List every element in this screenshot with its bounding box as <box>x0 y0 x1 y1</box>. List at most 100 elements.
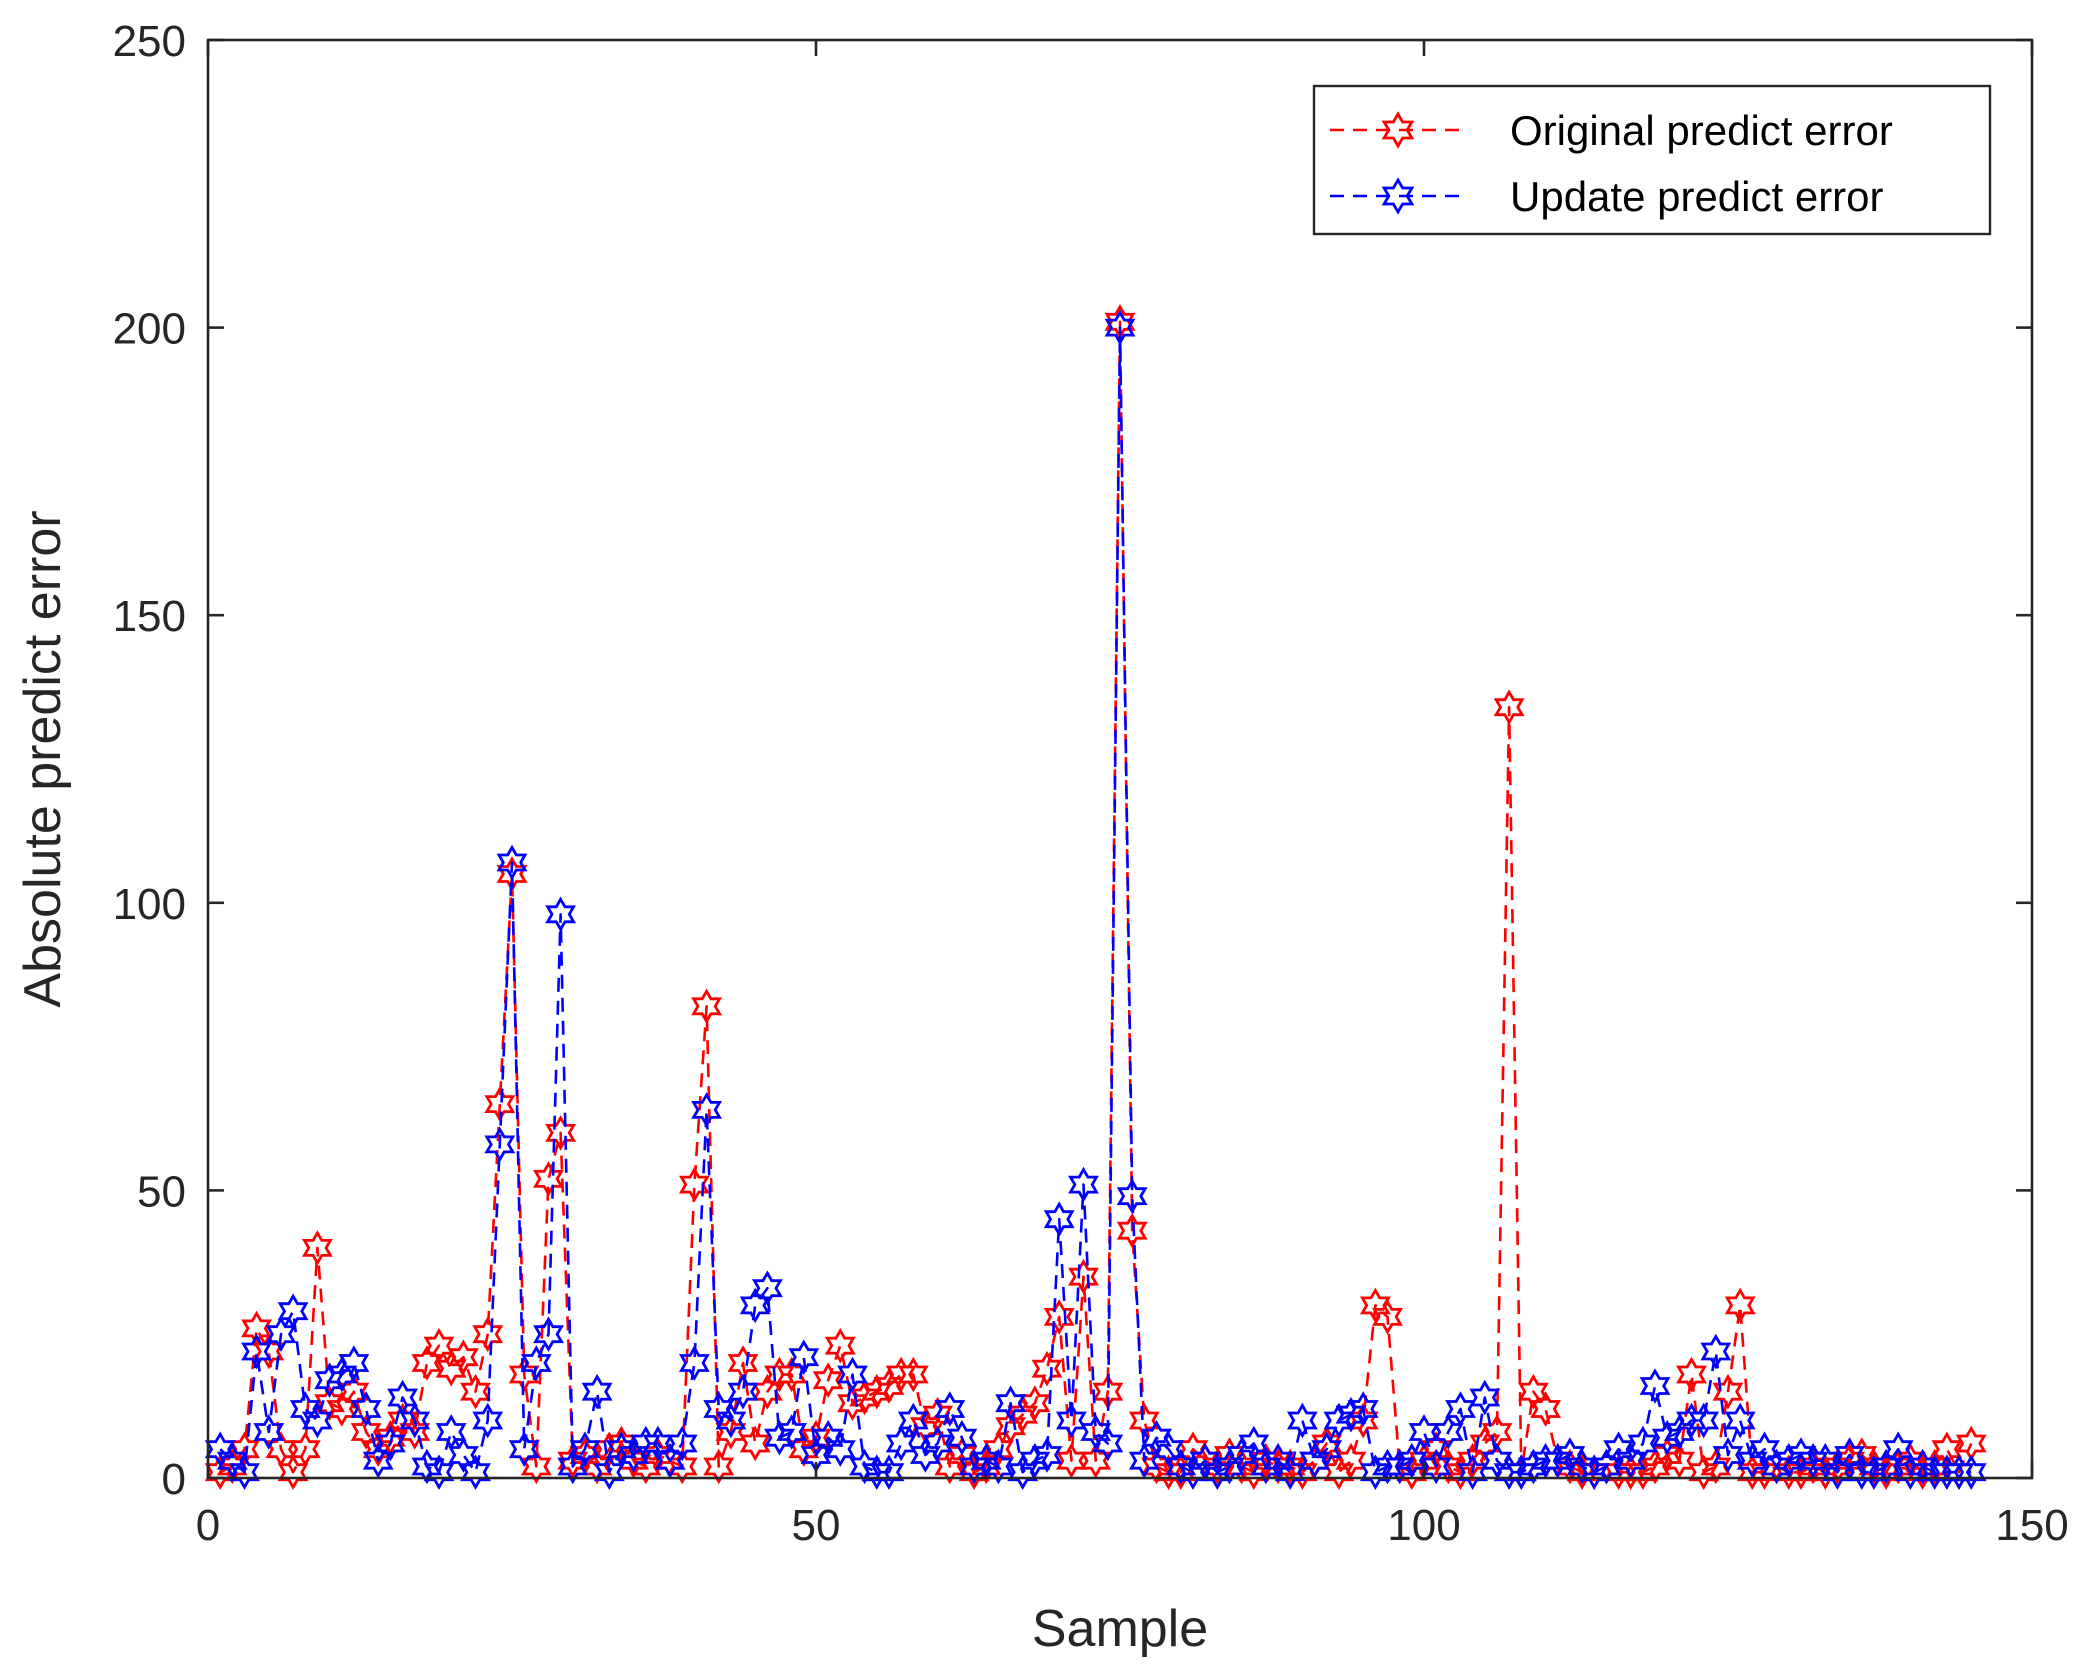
data-point <box>1043 1299 1075 1335</box>
data-point <box>1031 1437 1063 1473</box>
data-point <box>374 1425 406 1462</box>
data-point <box>824 1327 856 1364</box>
data-point <box>1335 1396 1367 1433</box>
data-point <box>1080 1442 1112 1479</box>
y-tick-label: 0 <box>162 1455 186 1504</box>
data-point <box>1153 1431 1185 1467</box>
data-point <box>1724 1287 1756 1324</box>
legend-label: Update predict error <box>1510 173 1884 220</box>
data-point <box>520 1448 552 1485</box>
data-point <box>861 1454 893 1491</box>
data-point <box>897 1402 929 1439</box>
data-point <box>423 1454 455 1490</box>
data-point <box>350 1414 382 1450</box>
x-tick-label: 50 <box>792 1501 841 1550</box>
data-point <box>1250 1448 1282 1485</box>
x-tick-label: 0 <box>196 1501 220 1550</box>
data-point <box>1955 1454 1987 1491</box>
x-tick-label: 150 <box>1995 1501 2068 1550</box>
data-point <box>508 1431 540 1467</box>
data-point <box>1226 1437 1258 1473</box>
data-point <box>314 1362 346 1399</box>
data-point <box>326 1356 358 1393</box>
data-point <box>1420 1448 1452 1485</box>
y-tick-label: 200 <box>113 305 186 354</box>
data-point <box>301 1402 333 1439</box>
data-point <box>411 1345 443 1381</box>
data-point <box>1749 1431 1780 1467</box>
data-point <box>727 1373 759 1410</box>
data-point <box>1372 1299 1403 1335</box>
data-point <box>739 1287 771 1324</box>
x-axis-title: Sample <box>1032 1600 1208 1658</box>
data-point <box>678 1345 710 1381</box>
data-point <box>350 1391 382 1427</box>
data-point <box>751 1270 783 1306</box>
data-point <box>995 1385 1027 1421</box>
data-point <box>1834 1437 1866 1473</box>
data-point <box>1712 1437 1744 1473</box>
legend-marker <box>1381 177 1415 215</box>
data-point <box>362 1442 394 1479</box>
data-point <box>399 1402 431 1439</box>
data-point <box>1092 1425 1124 1462</box>
data-point <box>277 1293 309 1329</box>
axes-box <box>206 38 2034 1480</box>
data-point <box>496 844 528 881</box>
data-point <box>861 1373 893 1410</box>
data-point <box>289 1431 321 1467</box>
data-point <box>253 1414 285 1450</box>
data-point <box>1688 1402 1720 1439</box>
data-point <box>1311 1431 1343 1467</box>
legend-item-2: Update predict error <box>1330 173 1884 220</box>
series-layer <box>204 303 1987 1491</box>
data-point <box>253 1333 285 1370</box>
data-point <box>1943 1454 1975 1490</box>
data-point <box>873 1454 905 1490</box>
data-point <box>1627 1454 1659 1490</box>
data-point <box>1627 1425 1659 1462</box>
data-point <box>1615 1442 1647 1479</box>
data-point <box>788 1339 820 1375</box>
data-point <box>1372 1448 1403 1485</box>
data-point <box>557 1448 589 1485</box>
data-point <box>545 1115 577 1151</box>
data-point <box>934 1391 966 1427</box>
data-point <box>1858 1454 1890 1490</box>
data-point <box>1019 1442 1051 1479</box>
legend-marker <box>1381 111 1415 149</box>
data-point <box>1068 1258 1099 1295</box>
data-point <box>1213 1448 1245 1485</box>
y-tick-label: 100 <box>113 880 186 929</box>
data-point <box>1055 1402 1087 1439</box>
data-point <box>557 1442 589 1479</box>
legend: Original predict error Update predict err… <box>1312 84 1992 236</box>
data-point <box>520 1345 552 1381</box>
data-point <box>776 1414 808 1450</box>
data-point <box>569 1431 601 1467</box>
data-point <box>1530 1442 1562 1479</box>
data-point <box>1068 1166 1099 1203</box>
data-point <box>678 1166 710 1203</box>
data-point <box>1469 1379 1501 1416</box>
y-tick-label: 150 <box>113 592 186 641</box>
data-point <box>241 1333 273 1370</box>
data-point <box>1347 1391 1379 1427</box>
data-point <box>581 1373 613 1410</box>
data-point <box>1517 1448 1549 1485</box>
data-point <box>739 1425 771 1462</box>
data-point <box>1700 1333 1732 1370</box>
data-point <box>764 1356 795 1393</box>
data-point <box>691 1092 723 1128</box>
data-point <box>1712 1373 1744 1410</box>
data-point <box>666 1425 698 1462</box>
data-point <box>1590 1448 1622 1485</box>
data-point <box>946 1419 978 1456</box>
data-point <box>1797 1442 1829 1479</box>
data-point <box>533 1161 564 1197</box>
data-point <box>1396 1442 1428 1479</box>
data-point <box>1676 1356 1707 1393</box>
data-point <box>472 1316 504 1352</box>
data-point <box>970 1448 1002 1485</box>
